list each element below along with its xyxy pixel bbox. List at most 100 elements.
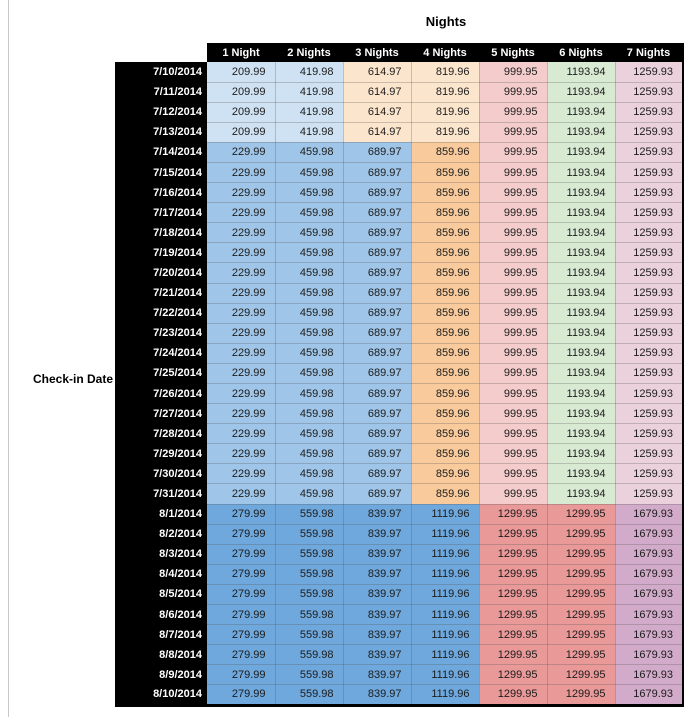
price-cell[interactable]: 689.97 bbox=[343, 262, 412, 284]
price-cell[interactable]: 1259.93 bbox=[615, 202, 684, 224]
price-cell[interactable]: 999.95 bbox=[479, 202, 548, 224]
price-cell[interactable]: 209.99 bbox=[207, 102, 276, 123]
date-cell[interactable]: 8/2/2014 bbox=[115, 524, 207, 545]
price-cell[interactable]: 999.95 bbox=[479, 323, 548, 344]
price-cell[interactable]: 1193.94 bbox=[547, 202, 616, 224]
price-cell[interactable]: 229.99 bbox=[207, 182, 276, 204]
price-cell[interactable]: 459.98 bbox=[275, 443, 344, 465]
price-cell[interactable]: 689.97 bbox=[343, 142, 412, 163]
date-cell[interactable]: 8/4/2014 bbox=[115, 564, 207, 585]
date-cell[interactable]: 7/12/2014 bbox=[115, 102, 207, 123]
date-cell[interactable]: 7/19/2014 bbox=[115, 242, 207, 263]
price-cell[interactable]: 859.96 bbox=[411, 303, 480, 324]
price-cell[interactable]: 689.97 bbox=[343, 343, 412, 364]
price-cell[interactable]: 559.98 bbox=[275, 664, 344, 686]
price-cell[interactable]: 1259.93 bbox=[615, 242, 684, 264]
price-cell[interactable]: 559.98 bbox=[275, 644, 344, 666]
date-cell[interactable]: 7/26/2014 bbox=[115, 383, 207, 404]
price-cell[interactable]: 859.96 bbox=[411, 403, 480, 425]
price-cell[interactable]: 229.99 bbox=[207, 162, 276, 184]
price-cell[interactable]: 1259.93 bbox=[615, 262, 684, 284]
price-cell[interactable]: 1259.93 bbox=[615, 162, 684, 184]
date-cell[interactable]: 8/3/2014 bbox=[115, 544, 207, 565]
price-cell[interactable]: 1119.96 bbox=[411, 644, 480, 666]
price-cell[interactable]: 1119.96 bbox=[411, 684, 480, 706]
price-cell[interactable]: 229.99 bbox=[207, 363, 276, 385]
price-cell[interactable]: 279.99 bbox=[207, 644, 276, 666]
price-cell[interactable]: 279.99 bbox=[207, 504, 276, 525]
price-cell[interactable]: 1193.94 bbox=[547, 463, 616, 485]
price-cell[interactable]: 229.99 bbox=[207, 403, 276, 425]
price-cell[interactable]: 459.98 bbox=[275, 262, 344, 284]
price-cell[interactable]: 1193.94 bbox=[547, 102, 616, 123]
price-cell[interactable]: 229.99 bbox=[207, 483, 276, 505]
price-cell[interactable]: 229.99 bbox=[207, 142, 276, 163]
date-cell[interactable]: 7/21/2014 bbox=[115, 283, 207, 304]
price-cell[interactable]: 1299.95 bbox=[547, 644, 616, 666]
price-cell[interactable]: 1299.95 bbox=[479, 644, 548, 666]
price-cell[interactable]: 1193.94 bbox=[547, 303, 616, 324]
price-cell[interactable]: 419.98 bbox=[275, 62, 344, 83]
price-cell[interactable]: 859.96 bbox=[411, 182, 480, 204]
price-cell[interactable]: 1299.95 bbox=[479, 524, 548, 545]
price-cell[interactable]: 999.95 bbox=[479, 182, 548, 204]
price-cell[interactable]: 1299.95 bbox=[547, 604, 616, 626]
price-cell[interactable]: 279.99 bbox=[207, 664, 276, 686]
price-cell[interactable]: 1259.93 bbox=[615, 323, 684, 344]
price-cell[interactable]: 1259.93 bbox=[615, 403, 684, 425]
price-cell[interactable]: 839.97 bbox=[343, 584, 412, 606]
price-cell[interactable]: 1193.94 bbox=[547, 383, 616, 405]
date-cell[interactable]: 7/18/2014 bbox=[115, 222, 207, 243]
price-cell[interactable]: 1119.96 bbox=[411, 584, 480, 606]
price-cell[interactable]: 1299.95 bbox=[479, 564, 548, 585]
price-cell[interactable]: 859.96 bbox=[411, 202, 480, 224]
date-cell[interactable]: 8/1/2014 bbox=[115, 504, 207, 525]
price-cell[interactable]: 859.96 bbox=[411, 423, 480, 445]
price-cell[interactable]: 229.99 bbox=[207, 463, 276, 485]
price-cell[interactable]: 1119.96 bbox=[411, 624, 480, 646]
price-cell[interactable]: 859.96 bbox=[411, 443, 480, 465]
price-cell[interactable]: 279.99 bbox=[207, 584, 276, 606]
price-cell[interactable]: 1299.95 bbox=[547, 504, 616, 525]
date-cell[interactable]: 7/23/2014 bbox=[115, 323, 207, 344]
date-cell[interactable]: 7/13/2014 bbox=[115, 122, 207, 143]
price-cell[interactable]: 1119.96 bbox=[411, 604, 480, 626]
price-cell[interactable]: 1193.94 bbox=[547, 443, 616, 465]
price-cell[interactable]: 459.98 bbox=[275, 222, 344, 244]
date-cell[interactable]: 7/22/2014 bbox=[115, 303, 207, 324]
date-cell[interactable]: 8/10/2014 bbox=[115, 684, 207, 705]
price-cell[interactable]: 559.98 bbox=[275, 584, 344, 606]
price-cell[interactable]: 839.97 bbox=[343, 664, 412, 686]
price-cell[interactable]: 689.97 bbox=[343, 202, 412, 224]
date-cell[interactable]: 7/14/2014 bbox=[115, 142, 207, 163]
price-cell[interactable]: 1299.95 bbox=[479, 544, 548, 565]
date-cell[interactable]: 7/15/2014 bbox=[115, 162, 207, 183]
price-cell[interactable]: 859.96 bbox=[411, 323, 480, 344]
price-cell[interactable]: 999.95 bbox=[479, 162, 548, 184]
column-header[interactable]: 1 Night bbox=[207, 43, 275, 62]
price-cell[interactable]: 859.96 bbox=[411, 222, 480, 244]
price-cell[interactable]: 614.97 bbox=[343, 102, 412, 123]
price-cell[interactable]: 839.97 bbox=[343, 624, 412, 646]
price-cell[interactable]: 1679.93 bbox=[615, 624, 684, 646]
price-cell[interactable]: 999.95 bbox=[479, 423, 548, 445]
price-cell[interactable]: 419.98 bbox=[275, 122, 344, 143]
price-cell[interactable]: 1679.93 bbox=[615, 604, 684, 626]
price-cell[interactable]: 999.95 bbox=[479, 363, 548, 385]
price-cell[interactable]: 559.98 bbox=[275, 504, 344, 525]
price-cell[interactable]: 559.98 bbox=[275, 624, 344, 646]
price-cell[interactable]: 1259.93 bbox=[615, 423, 684, 445]
date-cell[interactable]: 8/7/2014 bbox=[115, 624, 207, 645]
price-cell[interactable]: 1679.93 bbox=[615, 644, 684, 666]
price-cell[interactable]: 859.96 bbox=[411, 283, 480, 304]
price-cell[interactable]: 689.97 bbox=[343, 323, 412, 344]
price-cell[interactable]: 229.99 bbox=[207, 303, 276, 324]
column-header[interactable]: 6 Nights bbox=[547, 43, 615, 62]
price-cell[interactable]: 459.98 bbox=[275, 202, 344, 224]
price-cell[interactable]: 689.97 bbox=[343, 222, 412, 244]
price-cell[interactable]: 1259.93 bbox=[615, 222, 684, 244]
price-cell[interactable]: 459.98 bbox=[275, 142, 344, 163]
price-cell[interactable]: 689.97 bbox=[343, 443, 412, 465]
price-cell[interactable]: 999.95 bbox=[479, 62, 548, 83]
price-cell[interactable]: 279.99 bbox=[207, 564, 276, 585]
